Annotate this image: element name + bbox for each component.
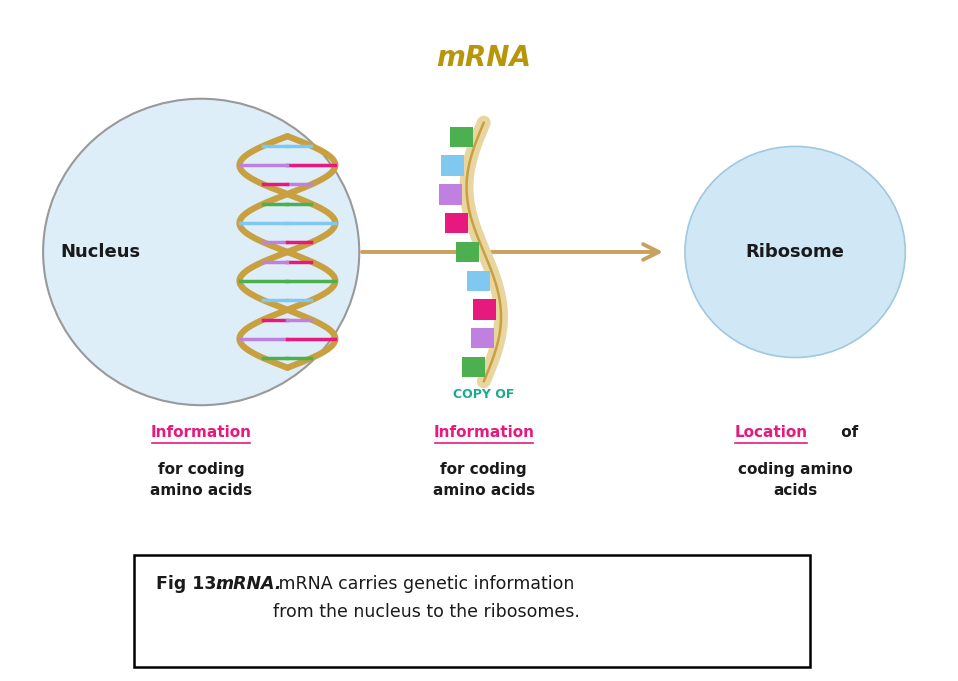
Text: coding amino
acids: coding amino acids (738, 462, 853, 498)
Text: Fig 13.: Fig 13. (156, 575, 229, 593)
Text: Information: Information (150, 425, 252, 440)
Text: Location: Location (735, 425, 808, 440)
Text: Nucleus: Nucleus (60, 243, 141, 261)
Text: COPY OF: COPY OF (453, 388, 514, 402)
Text: mRNA carries genetic information
from the nucleus to the ribosomes.: mRNA carries genetic information from th… (273, 575, 580, 620)
Bar (456, 242, 479, 262)
Text: mRNA: mRNA (436, 44, 532, 72)
Text: for coding
amino acids: for coding amino acids (150, 462, 252, 498)
Ellipse shape (43, 99, 359, 405)
Bar (450, 127, 473, 147)
Text: for coding
amino acids: for coding amino acids (433, 462, 535, 498)
Bar (473, 299, 496, 319)
Bar (471, 328, 494, 349)
Bar (468, 270, 490, 291)
Bar (462, 357, 485, 377)
Bar (441, 155, 464, 176)
Ellipse shape (685, 146, 905, 358)
Bar (445, 213, 468, 234)
Text: mRNA.: mRNA. (216, 575, 282, 593)
Bar (439, 185, 462, 205)
FancyBboxPatch shape (134, 555, 810, 667)
Text: Ribosome: Ribosome (745, 243, 845, 261)
Text: of: of (836, 425, 858, 440)
Text: Information: Information (433, 425, 535, 440)
